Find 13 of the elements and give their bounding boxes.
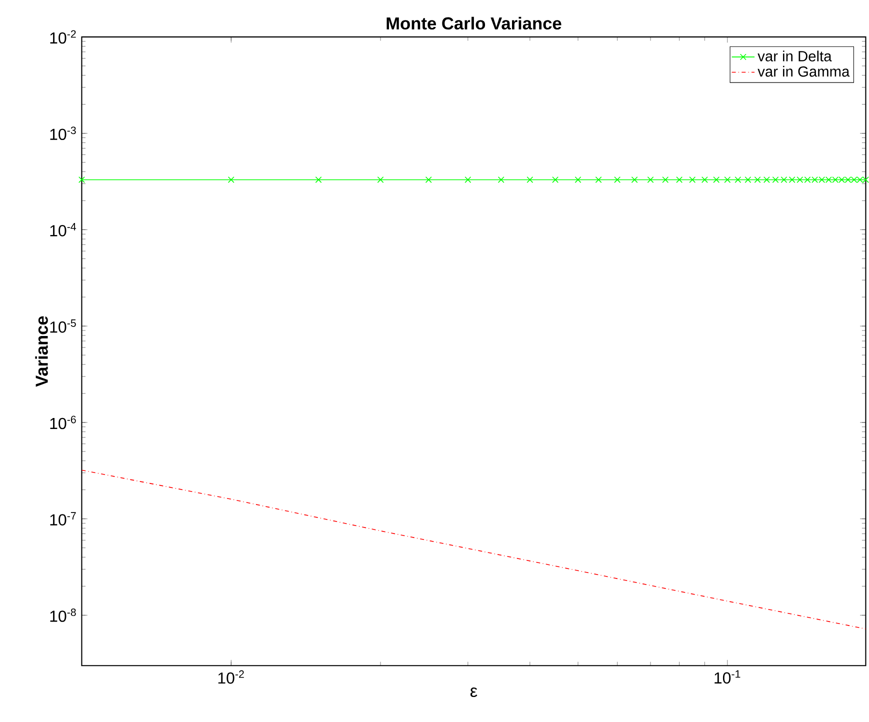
y-tick-label: 10$^{-8}$ [50, 608, 76, 622]
y-tick-label: 10$^{-5}$ [50, 319, 76, 333]
y-tick-label: 10$^{-6}$ [50, 416, 76, 430]
y-tick-label: 10$^{-7}$ [50, 512, 76, 526]
y-tick-label: 10$^{-3}$ [50, 126, 76, 140]
y-axis-title: Variance [35, 316, 48, 387]
y-tick-label: 10$^{-2}$ [50, 30, 76, 44]
y-tick-label: 10$^{-4}$ [50, 223, 76, 236]
chart-title: Monte Carlo Variance [386, 16, 562, 30]
legend-label: var in Gamma [758, 66, 850, 77]
legend-label: var in Delta [758, 50, 832, 62]
x-axis-title: ε [470, 688, 478, 698]
x-tick-label: 10$^{-1}$ [714, 670, 740, 684]
